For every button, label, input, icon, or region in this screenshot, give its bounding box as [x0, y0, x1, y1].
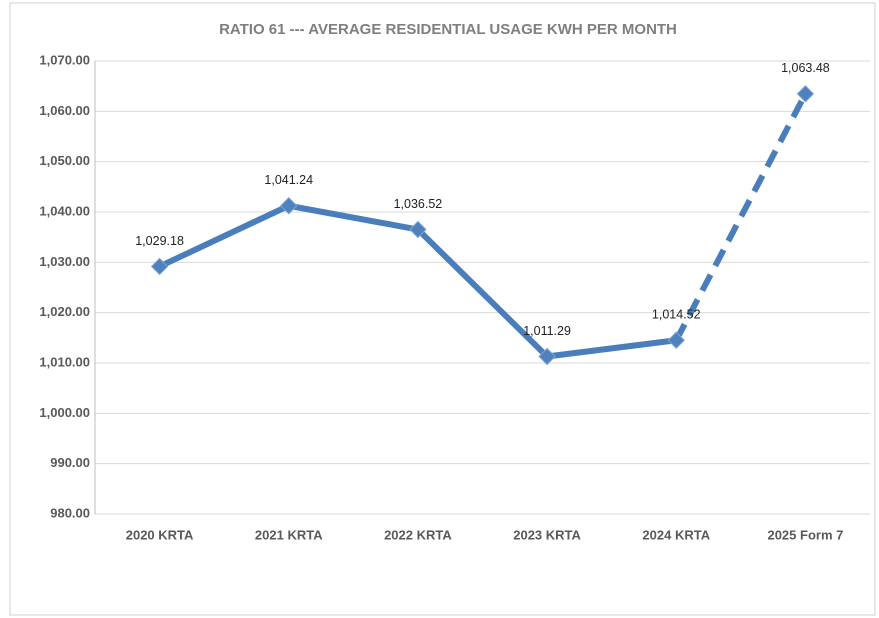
data-label: 1,036.52 — [394, 197, 443, 211]
y-tick-label: 1,010.00 — [39, 354, 90, 369]
y-tick-label: 1,040.00 — [39, 203, 90, 218]
y-tick-label: 1,060.00 — [39, 103, 90, 118]
line-segment — [288, 202, 419, 233]
point-marker — [150, 257, 169, 276]
y-tick-label: 1,020.00 — [39, 304, 90, 319]
x-tick-label: 2025 Form 7 — [767, 527, 843, 542]
y-tick-label: 1,000.00 — [39, 405, 90, 420]
x-tick-label: 2024 KRTA — [642, 527, 710, 542]
point-marker — [538, 347, 556, 366]
line-segment — [158, 203, 291, 270]
x-tick-label: 2022 KRTA — [384, 527, 452, 542]
y-tick-label: 1,030.00 — [39, 254, 90, 269]
y-tick-label: 1,050.00 — [39, 153, 90, 168]
line-segment — [673, 92, 809, 342]
point-marker — [667, 331, 685, 349]
line-segment — [415, 227, 550, 359]
line-segment — [546, 337, 677, 360]
y-tick-label: 980.00 — [50, 505, 90, 520]
y-tick-label: 1,070.00 — [39, 52, 90, 67]
x-tick-label: 2020 KRTA — [126, 527, 194, 542]
x-tick-label: 2023 KRTA — [513, 527, 581, 542]
data-label: 1,014.52 — [652, 308, 701, 322]
chart-frame — [9, 2, 876, 616]
point-marker — [409, 220, 427, 239]
data-label: 1,029.18 — [135, 234, 184, 248]
data-label: 1,063.48 — [781, 61, 830, 75]
data-label: 1,041.24 — [264, 173, 313, 187]
chart-title: RATIO 61 --- AVERAGE RESIDENTIAL USAGE K… — [219, 21, 677, 38]
data-label: 1,011.29 — [523, 324, 571, 338]
x-tick-label: 2021 KRTA — [255, 527, 323, 542]
point-marker — [280, 197, 298, 215]
y-tick-label: 990.00 — [50, 455, 90, 470]
point-marker — [796, 85, 815, 103]
